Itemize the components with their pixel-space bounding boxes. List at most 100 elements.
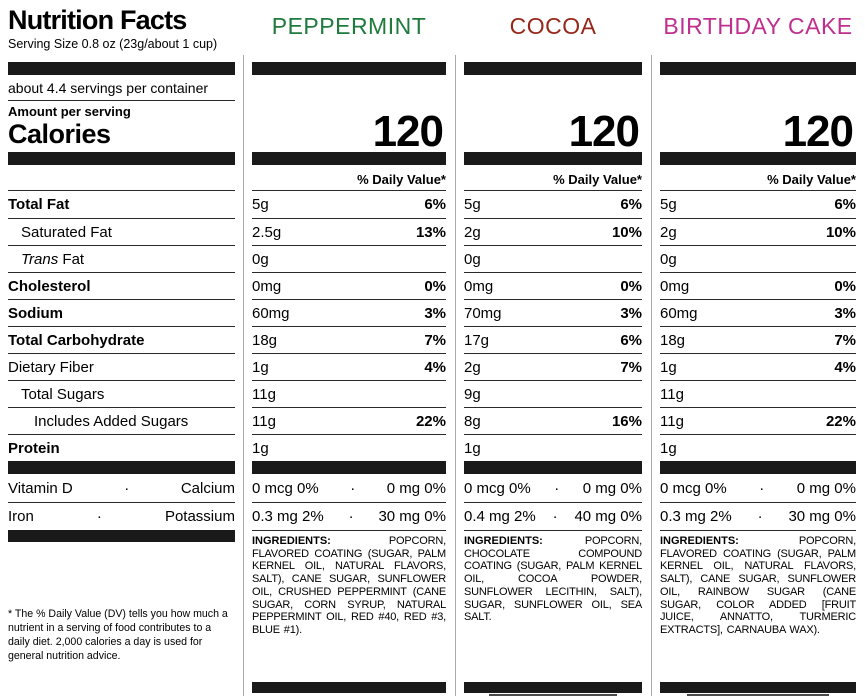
column-divider [651,55,652,696]
amount: 0mg [660,277,690,295]
micro-left: Iron [8,508,34,525]
row-added-sugars: Includes Added Sugars [8,407,235,434]
thick-rule [252,461,446,474]
micro-right: 0 mg 0% [582,479,642,497]
amount: 18g [660,331,686,349]
flavor-footer: INGREDIENTS: POPCORN, CHOCOLATE COMPOUND… [464,530,642,696]
amount: 1g [660,358,677,376]
micro-value-row: 0 mcg 0% · 0 mg 0% [660,474,856,502]
thick-rule [8,62,235,75]
flavor-name: PEPPERMINT [271,13,427,39]
flavor-header: BIRTHDAY CAKE [660,0,856,62]
micro-left: 0.4 mg 2% [464,508,536,525]
thick-rule [464,682,642,693]
amount: 0mg [464,277,494,295]
value-row: 1g [252,434,446,461]
trans-rest: Fat [58,250,85,268]
amount-per-serving-label: Amount per serving [8,104,131,119]
row-saturated-fat: Saturated Fat [8,218,235,245]
ingredients-text: INGREDIENTS: POPCORN, FLAVORED COATING (… [660,531,856,637]
value-row: 0g [252,245,446,272]
value-row: 0mg 0% [660,272,856,299]
flavor-header: PEPPERMINT [252,0,446,62]
serving-size-text: Serving Size 0.8 oz (23g/about 1 cup) [8,37,218,51]
calories-value: 120 [782,106,854,156]
nutrient-name: Includes Added Sugars [34,412,189,430]
thick-rule [660,152,856,165]
value-row: 60mg 3% [660,299,856,326]
ingredients-label: INGREDIENTS: [252,535,331,547]
daily-value: 6% [424,196,446,213]
calories-value: 120 [372,106,444,156]
value-row: 5g 6% [464,191,642,218]
value-row: 1g 4% [252,353,446,380]
value-row: 2g 7% [464,353,642,380]
label-footer: * The % Daily Value (DV) tells you how m… [8,542,235,696]
micro-left: 0 mcg 0% [660,479,727,497]
amount: 1g [252,439,269,457]
nutrient-name: Total Carbohydrate [8,331,145,349]
separator-dot: · [552,508,558,525]
daily-value: 6% [620,331,642,349]
column-divider [243,55,244,696]
value-row: 18g 7% [660,326,856,353]
thick-rule [8,461,235,474]
row-trans-fat: Trans Fat [8,245,235,272]
ingredients-body: POPCORN, CHOCOLATE COMPOUND COATING (SUG… [464,535,642,624]
thick-rule [8,530,235,542]
amount: 0g [252,250,269,268]
separator-dot: · [348,508,354,525]
label-header: Nutrition Facts Serving Size 0.8 oz (23g… [8,0,235,62]
daily-value-footnote: * The % Daily Value (DV) tells you how m… [8,608,228,663]
daily-value: 7% [834,331,856,349]
value-row: 0g [660,245,856,272]
separator-dot: · [124,479,130,497]
servings-per-container-text: about 4.4 servings per container [8,75,235,101]
daily-value-header: % Daily Value* [357,172,446,187]
row-total-fat: Total Fat [8,191,235,218]
ingredients-text: INGREDIENTS: POPCORN, FLAVORED COATING (… [252,531,446,637]
amount: 11g [252,412,276,430]
daily-value: 3% [424,304,446,322]
row-sodium: Sodium [8,299,235,326]
value-row: 60mg 3% [252,299,446,326]
daily-value: 16% [611,412,642,430]
separator-dot: · [350,479,356,497]
micro-left: 0.3 mg 2% [660,508,732,525]
micro-right: Potassium [164,508,235,525]
amount: 1g [464,439,481,457]
label-subheader: about 4.4 servings per container Amount … [8,75,235,152]
amount: 17g [464,331,490,349]
value-row: 11g 22% [660,407,856,434]
daily-value: 0% [424,277,446,295]
daily-value: 13% [415,223,446,241]
daily-value: 10% [825,223,856,241]
micro-right: 40 mg 0% [574,508,642,525]
nutrient-name: Cholesterol [8,277,91,295]
micro-right: 30 mg 0% [788,508,856,525]
micro-right: 0 mg 0% [386,479,446,497]
flavor-column-cocoa: COCOA 120 % Daily Value* 5g 6% 2g 10% 0g 0… [455,0,651,696]
value-row: 1g 4% [660,353,856,380]
nutrient-name: Trans Fat [8,251,84,268]
ingredients-body: POPCORN, FLAVORED COATING (SUGAR, PALM K… [660,535,856,636]
daily-value: 3% [834,304,856,322]
amount: 11g [660,385,684,403]
value-row: 17g 6% [464,326,642,353]
nutrient-name: Dietary Fiber [8,358,94,376]
micro-value-row: 0 mcg 0% · 0 mg 0% [464,474,642,502]
nutrient-name: Total Sugars [21,385,105,403]
flavor-column-birthday-cake: BIRTHDAY CAKE 120 % Daily Value* 5g 6% 2g… [651,0,865,696]
amount: 2g [464,223,481,241]
amount: 0g [660,250,677,268]
row-total-carbohydrate: Total Carbohydrate [8,326,235,353]
thick-rule [464,62,642,75]
value-row: 1g [660,434,856,461]
daily-value: 0% [620,277,642,295]
value-row: 11g [252,380,446,407]
flavor-name: BIRTHDAY CAKE [663,13,853,39]
micro-right: Calcium [180,479,235,497]
micro-left: 0.3 mg 2% [252,508,324,525]
value-row: 5g 6% [252,191,446,218]
amount: 2.5g [252,223,282,241]
